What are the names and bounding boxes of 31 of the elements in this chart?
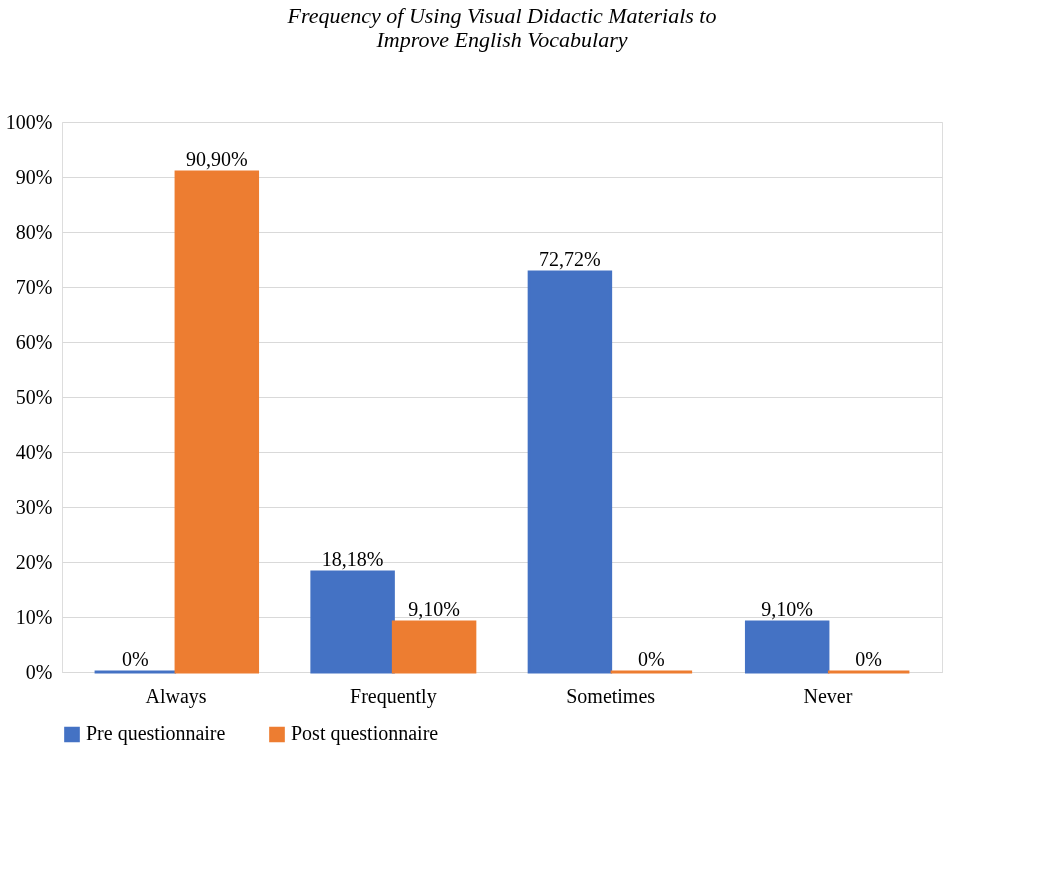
y-tick-label: 40% xyxy=(15,440,53,463)
data-label: 18,18% xyxy=(321,548,384,571)
data-label: 9,10% xyxy=(761,597,814,620)
y-tick-label: 90% xyxy=(15,165,53,188)
bar xyxy=(744,620,830,674)
data-label: 0% xyxy=(122,648,149,670)
y-tick-label: 10% xyxy=(15,605,53,628)
y-tick-label: 100% xyxy=(5,110,53,133)
y-tick-label: 50% xyxy=(15,385,53,408)
data-label: 0% xyxy=(638,648,665,670)
data-label: 0% xyxy=(855,648,882,670)
y-tick-label: 70% xyxy=(15,275,53,298)
y-tick-label: 20% xyxy=(15,550,53,573)
legend-label: Pre questionnaire xyxy=(86,722,226,746)
x-tick-label: Frequently xyxy=(350,684,437,708)
data-label: 90,90% xyxy=(185,148,248,171)
bar xyxy=(310,570,395,674)
y-tick-label: 0% xyxy=(25,660,53,683)
y-tick-label: 30% xyxy=(15,495,53,518)
bar xyxy=(174,170,260,674)
bar xyxy=(391,620,477,674)
y-tick-label: 60% xyxy=(15,330,53,353)
y-tick-label: 80% xyxy=(15,220,53,243)
x-tick-label: Never xyxy=(803,684,853,707)
chart-title: Frequency of Using Visual Didactic Materials to Improve English Vocabulary xyxy=(286,3,717,52)
data-label: 72,72% xyxy=(539,248,601,271)
data-label: 9,10% xyxy=(408,597,460,620)
bar xyxy=(527,270,613,674)
x-tick-label: Always xyxy=(145,684,207,708)
legend-label: Post questionnaire xyxy=(291,722,439,746)
x-tick-label: Sometimes xyxy=(566,684,656,707)
